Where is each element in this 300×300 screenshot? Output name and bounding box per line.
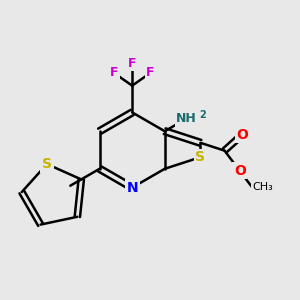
Text: O: O xyxy=(234,164,246,178)
Text: O: O xyxy=(236,128,248,142)
Text: F: F xyxy=(128,57,136,70)
Text: N: N xyxy=(126,181,138,195)
Text: S: S xyxy=(196,150,206,164)
Text: CH₃: CH₃ xyxy=(252,182,273,192)
Text: NH: NH xyxy=(176,112,197,125)
Text: S: S xyxy=(42,157,52,171)
Text: F: F xyxy=(146,66,155,80)
Text: 2: 2 xyxy=(200,110,206,120)
Text: F: F xyxy=(110,66,118,80)
